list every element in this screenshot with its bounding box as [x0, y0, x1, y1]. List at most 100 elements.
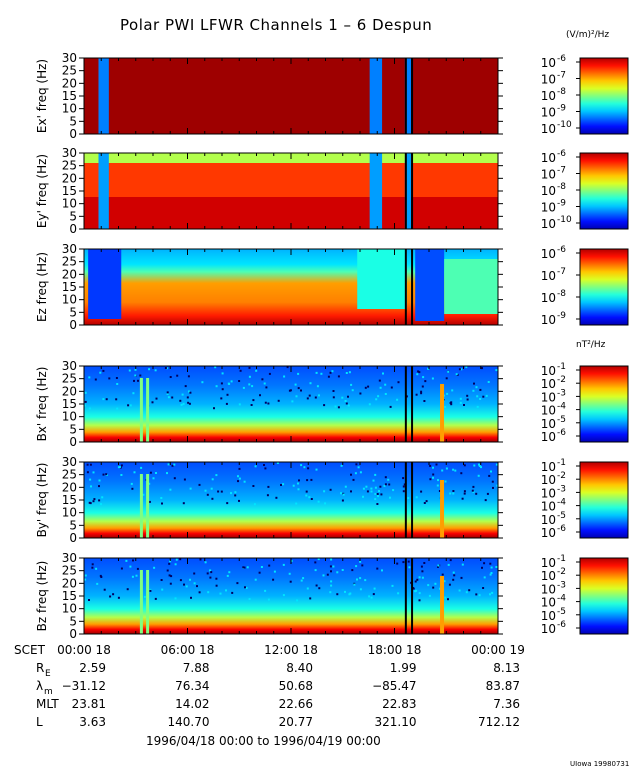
y-tick-label: 0	[69, 531, 77, 545]
colorbar-tick-label: 10	[541, 56, 556, 70]
spectrogram-speckle	[455, 373, 458, 376]
spectrogram-speckle	[315, 371, 318, 374]
spectrogram-speckle	[478, 463, 480, 466]
spectrogram-speckle	[423, 400, 426, 402]
colorbar-tick-exponent: -1	[557, 458, 566, 468]
spectrogram-speckle	[373, 587, 376, 590]
spectrogram-speckle	[492, 486, 494, 489]
colorbar-tick-exponent: -10	[557, 120, 572, 130]
spectrogram-speckle	[220, 397, 223, 400]
spectrogram-speckle	[355, 463, 358, 466]
spectrogram-speckle	[344, 400, 347, 402]
ephemeris-value: 83.87	[486, 679, 520, 693]
spectrogram-speckle	[155, 397, 158, 400]
y-axis-label: By' freq (Hz)	[35, 463, 49, 538]
spectrogram-speckle	[314, 569, 317, 572]
spectrogram-speckle	[422, 376, 425, 379]
ephemeris-value: 321.10	[375, 715, 417, 729]
spectrogram-speckle	[432, 473, 435, 476]
spectrogram-feature	[357, 249, 407, 309]
x-axis-title: SCET	[14, 643, 46, 657]
spectrogram-speckle	[230, 492, 232, 495]
y-axis-label: Ez freq (Hz)	[35, 252, 49, 322]
spectrogram-speckle	[302, 577, 305, 580]
spectrogram-speckle	[359, 560, 362, 563]
spectrogram-speckle	[292, 484, 295, 487]
spectrogram-speckle	[105, 398, 108, 401]
spectrogram-speckle	[350, 383, 353, 386]
spectrogram-speckle	[355, 565, 358, 568]
spectrogram-speckle	[383, 484, 386, 487]
colorbar-tick-exponent: -6	[557, 54, 566, 64]
spectrogram-speckle	[329, 371, 332, 374]
spectrogram-speckle	[129, 565, 132, 568]
spectrogram-speckle	[451, 389, 454, 392]
y-tick-label: 5	[69, 422, 77, 436]
spectrogram-speckle	[453, 574, 456, 577]
spectrogram-speckle	[185, 585, 188, 588]
spectrogram-speckle	[298, 479, 300, 482]
spectrogram-speckle	[84, 400, 87, 403]
y-tick-label: 5	[69, 305, 77, 319]
spectrogram-speckle	[435, 463, 438, 466]
spectrogram-speckle	[308, 496, 311, 499]
y-tick-label: 15	[62, 89, 77, 103]
spectrogram-speckle	[420, 565, 423, 568]
spectrogram-speckle	[254, 465, 257, 468]
spectrogram-speckle	[148, 482, 151, 485]
y-tick-label: 25	[62, 564, 77, 578]
spectrogram-speckle	[148, 500, 151, 503]
spectrogram-speckle	[98, 479, 101, 482]
y-tick-label: 30	[62, 359, 77, 373]
spectrogram-speckle	[495, 566, 498, 568]
y-tick-label: 10	[62, 293, 77, 307]
spectrogram-speckle	[245, 587, 248, 589]
spectrogram-speckle	[276, 462, 279, 464]
y-tick-label: 25	[62, 64, 77, 78]
colorbar-tick-exponent: -7	[557, 267, 566, 277]
spectrogram-speckle	[439, 587, 441, 590]
colorbar-tick-exponent: -2	[557, 567, 566, 577]
spectrogram-speckle	[365, 485, 368, 488]
chart-title: Polar PWI LFWR Channels 1 – 6 Despun	[120, 16, 433, 34]
spectrogram-speckle	[359, 588, 362, 591]
spectrogram-speckle	[314, 396, 317, 399]
spectrogram-speckle	[438, 490, 441, 492]
ephemeris-value: 712.12	[478, 715, 520, 729]
spectrogram-speckle	[198, 483, 201, 486]
y-tick-label: 25	[62, 159, 77, 173]
colorbar-tick-exponent: -8	[557, 289, 566, 299]
spectrogram-speckle	[452, 492, 455, 495]
spectrogram-speckle	[246, 566, 249, 569]
spectrogram-speckle	[96, 582, 99, 585]
ephemeris-value: 8.40	[286, 661, 313, 675]
spectrogram-speckle	[475, 492, 478, 495]
spectrogram-speckle	[376, 567, 379, 570]
spectrogram-speckle	[359, 392, 362, 395]
spectrogram-speckle	[329, 565, 332, 568]
spectrogram-speckle	[225, 589, 227, 592]
spectrogram-speckle	[251, 385, 254, 388]
spectrogram-speckle	[201, 381, 204, 384]
spectrogram-speckle	[198, 591, 201, 594]
spectrogram-speckle	[479, 398, 482, 400]
spectrogram-feature	[98, 153, 109, 229]
spectrogram-speckle	[108, 377, 111, 380]
ephemeris-value: 8.13	[493, 661, 520, 675]
spectrogram-speckle	[176, 374, 179, 377]
spectrogram-speckle	[166, 367, 169, 370]
spectrogram-speckle	[452, 468, 455, 471]
spectrogram-speckle	[171, 464, 174, 467]
spectrogram-speckle	[465, 591, 468, 594]
spectrogram-speckle	[364, 579, 367, 582]
spectrogram-speckle	[490, 470, 492, 473]
spectrogram-speckle	[300, 464, 303, 467]
spectrogram-feature	[146, 378, 150, 442]
spectrogram-feature	[369, 58, 383, 134]
data-gap-line	[404, 462, 407, 538]
spectrogram-speckle	[389, 405, 392, 408]
spectrogram-speckle	[280, 484, 282, 486]
spectrogram-speckle	[449, 559, 452, 562]
spectrogram-speckle	[248, 375, 251, 378]
